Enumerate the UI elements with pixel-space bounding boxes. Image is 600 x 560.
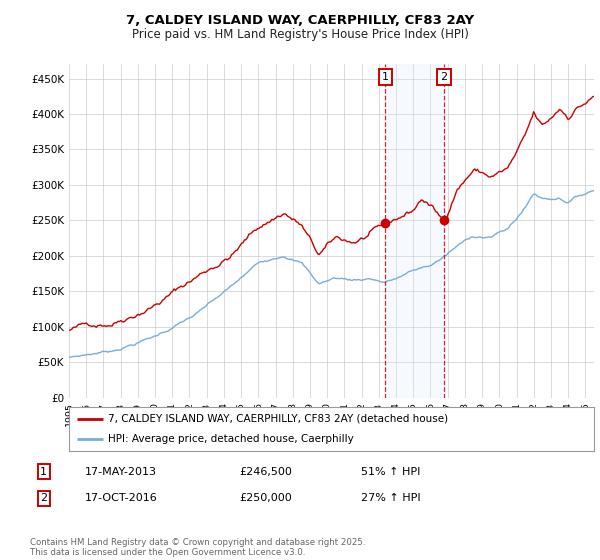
- Text: 2: 2: [40, 493, 47, 503]
- Text: 2: 2: [440, 72, 448, 82]
- Text: 1: 1: [382, 72, 389, 82]
- Text: Contains HM Land Registry data © Crown copyright and database right 2025.
This d: Contains HM Land Registry data © Crown c…: [30, 538, 365, 557]
- Bar: [385, 64, 444, 398]
- Text: £250,000: £250,000: [240, 493, 293, 503]
- Text: 7, CALDEY ISLAND WAY, CAERPHILLY, CF83 2AY (detached house): 7, CALDEY ISLAND WAY, CAERPHILLY, CF83 2…: [109, 414, 449, 424]
- Text: 51% ↑ HPI: 51% ↑ HPI: [361, 466, 421, 477]
- Text: 27% ↑ HPI: 27% ↑ HPI: [361, 493, 421, 503]
- Text: 17-OCT-2016: 17-OCT-2016: [85, 493, 158, 503]
- Text: 7, CALDEY ISLAND WAY, CAERPHILLY, CF83 2AY: 7, CALDEY ISLAND WAY, CAERPHILLY, CF83 2…: [126, 14, 474, 27]
- Text: £246,500: £246,500: [240, 466, 293, 477]
- Text: Price paid vs. HM Land Registry's House Price Index (HPI): Price paid vs. HM Land Registry's House …: [131, 28, 469, 41]
- Text: HPI: Average price, detached house, Caerphilly: HPI: Average price, detached house, Caer…: [109, 434, 354, 444]
- Text: 1: 1: [40, 466, 47, 477]
- Text: 17-MAY-2013: 17-MAY-2013: [85, 466, 157, 477]
